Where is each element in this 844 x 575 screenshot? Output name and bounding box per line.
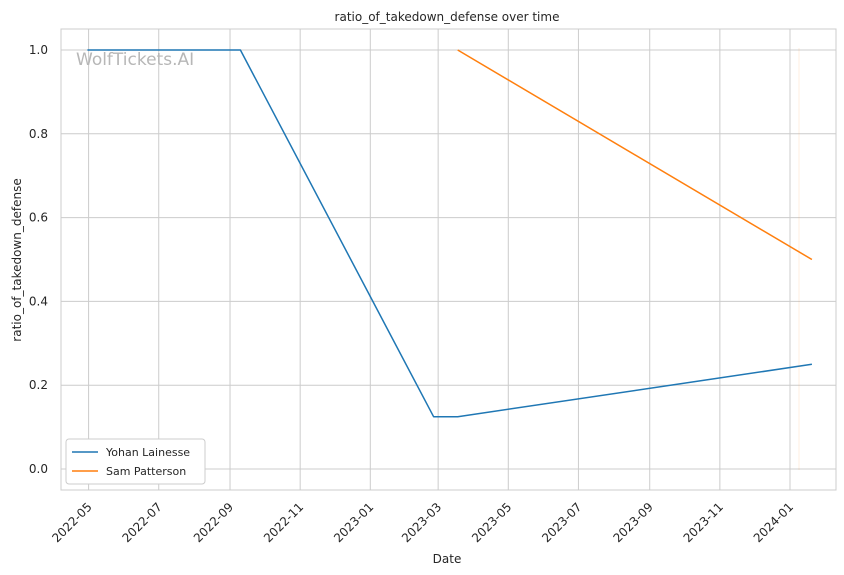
series-line-sam-patterson: [457, 49, 813, 261]
y-tick-label: 0.0: [29, 462, 48, 476]
y-axis-ticks: 0.0 0.2 0.4 0.6 0.8 1.0: [29, 43, 48, 476]
legend-label-yohan-lainesse: Yohan Lainesse: [105, 446, 190, 459]
plot-frame: [60, 28, 837, 491]
x-axis-title: Date: [433, 552, 462, 566]
plot-area: [60, 28, 837, 491]
y-tick-label: 0.6: [29, 211, 48, 225]
series-line-yohan-lainesse: [87, 49, 813, 418]
plot-background: [61, 29, 836, 490]
y-tick-label: 0.4: [29, 294, 48, 308]
chart-title: ratio_of_takedown_defense over time: [335, 10, 560, 24]
y-tick-label: 0.2: [29, 378, 48, 392]
legend-box: [65, 438, 206, 485]
x-gridlines: [88, 29, 791, 490]
y-tick-label: 0.8: [29, 127, 48, 141]
legend: Yohan Lainesse Sam Patterson: [65, 438, 206, 485]
y-tick-label: 1.0: [29, 43, 48, 57]
watermark: WolfTickets.AI: [76, 50, 194, 70]
series-layer: [87, 49, 813, 418]
y-axis-title: ratio_of_takedown_defense: [10, 178, 24, 341]
legend-label-sam-patterson: Sam Patterson: [106, 465, 186, 478]
y-gridlines: [61, 49, 836, 470]
